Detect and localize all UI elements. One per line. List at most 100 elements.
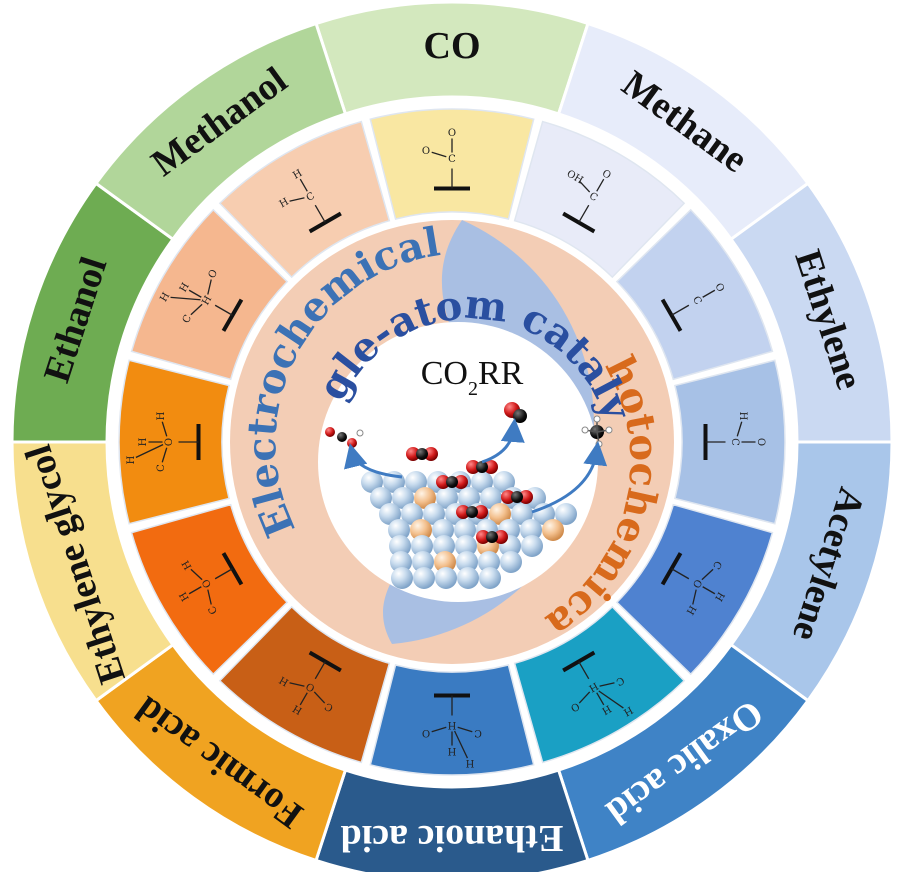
inner-segment-4 — [615, 503, 774, 676]
bond — [671, 304, 690, 316]
surface-atom — [454, 519, 476, 541]
atom-label: H — [737, 412, 748, 421]
carbon-atom — [446, 476, 458, 488]
outer-segment-9 — [93, 21, 348, 242]
surface-atom — [410, 519, 432, 541]
bond — [164, 296, 207, 301]
carbon-atom — [416, 448, 428, 460]
atom-bg — [304, 190, 317, 203]
surface-atom — [493, 471, 515, 493]
bond — [671, 568, 690, 580]
oxygen-atom — [347, 438, 357, 448]
atom-label: O — [164, 438, 175, 446]
hydrogen-atom — [356, 429, 364, 437]
surface-atom — [478, 551, 500, 573]
surface-atom — [392, 487, 414, 509]
reaction-label: CO2RR — [421, 355, 524, 400]
atom-bg — [291, 167, 304, 180]
reaction-arrow — [531, 441, 608, 514]
atom-bg — [206, 604, 219, 617]
co2-molecule — [456, 505, 488, 519]
surface-atom — [511, 503, 533, 525]
atom-bg — [277, 675, 290, 688]
atom-label: H — [465, 757, 474, 768]
oxygen-atom — [436, 475, 450, 489]
oxygen-atom — [456, 505, 470, 519]
atom-bg — [158, 290, 171, 303]
atom-bg — [446, 126, 458, 139]
surface-atom — [414, 487, 436, 509]
surface-atom — [411, 535, 433, 557]
atom-bg — [200, 294, 213, 307]
atom-bg — [200, 577, 213, 590]
bond — [451, 725, 471, 764]
co2-molecule — [476, 530, 508, 544]
carbon-atom — [476, 461, 488, 473]
oxygen-atom — [494, 530, 508, 544]
atom-bg — [714, 281, 727, 294]
surface-atom — [405, 471, 427, 493]
atom-bg — [420, 727, 432, 740]
surface-bar — [308, 650, 342, 673]
surface-atom — [480, 487, 502, 509]
carbon-atom — [337, 432, 347, 442]
atom-bg — [691, 294, 704, 307]
bond — [578, 661, 590, 680]
oxygen-atom — [406, 447, 420, 461]
atom-label: C — [729, 438, 740, 446]
atom-bg — [569, 170, 582, 183]
atom-bg — [614, 675, 627, 688]
atom-label: H — [138, 437, 149, 446]
atom-bg — [154, 462, 167, 474]
surface-atom — [370, 487, 392, 509]
bond — [214, 304, 233, 316]
oxygen-atom — [466, 460, 480, 474]
co2-molecule — [436, 475, 468, 489]
surface-atom — [555, 503, 577, 525]
inner-segment-5 — [513, 605, 686, 764]
atom-bg — [277, 196, 290, 209]
atom-label: C — [474, 727, 482, 738]
atom-bg — [569, 701, 582, 714]
surface-atom — [388, 519, 410, 541]
oxygen-atom — [501, 490, 515, 504]
atom-bg — [206, 267, 219, 280]
atom-bg — [177, 281, 190, 294]
oxygen-atom — [454, 475, 468, 489]
atom-bg — [177, 590, 190, 603]
surface-bar — [660, 298, 683, 332]
surface-bar — [221, 552, 244, 586]
oxygen-atom — [325, 427, 335, 437]
atom-label: C — [156, 464, 167, 472]
atom-bg — [729, 436, 742, 448]
atom-bg — [737, 410, 750, 422]
surface-bar — [221, 298, 244, 332]
inner-segment-10 — [130, 208, 289, 381]
inner-segment-1 — [513, 120, 686, 279]
atom-bg — [464, 757, 476, 770]
reaction-arrow — [344, 443, 403, 479]
atom-bg — [711, 559, 724, 572]
surface-atom — [471, 471, 493, 493]
surface-atom — [479, 567, 501, 589]
surface-atom — [413, 567, 435, 589]
inner-segment-7 — [218, 605, 391, 764]
atom-bg — [600, 167, 613, 180]
bond — [314, 661, 326, 680]
surface-atom — [390, 551, 412, 573]
atom-label: H — [447, 745, 456, 756]
surface-atom — [433, 535, 455, 557]
carbon-atom — [513, 409, 527, 423]
catalyst-surface — [361, 471, 577, 589]
atom-label: O — [422, 727, 430, 738]
atom-label: O — [422, 146, 430, 157]
atom-bg — [446, 719, 458, 732]
surface-atom — [455, 535, 477, 557]
atom-bg — [154, 410, 167, 422]
